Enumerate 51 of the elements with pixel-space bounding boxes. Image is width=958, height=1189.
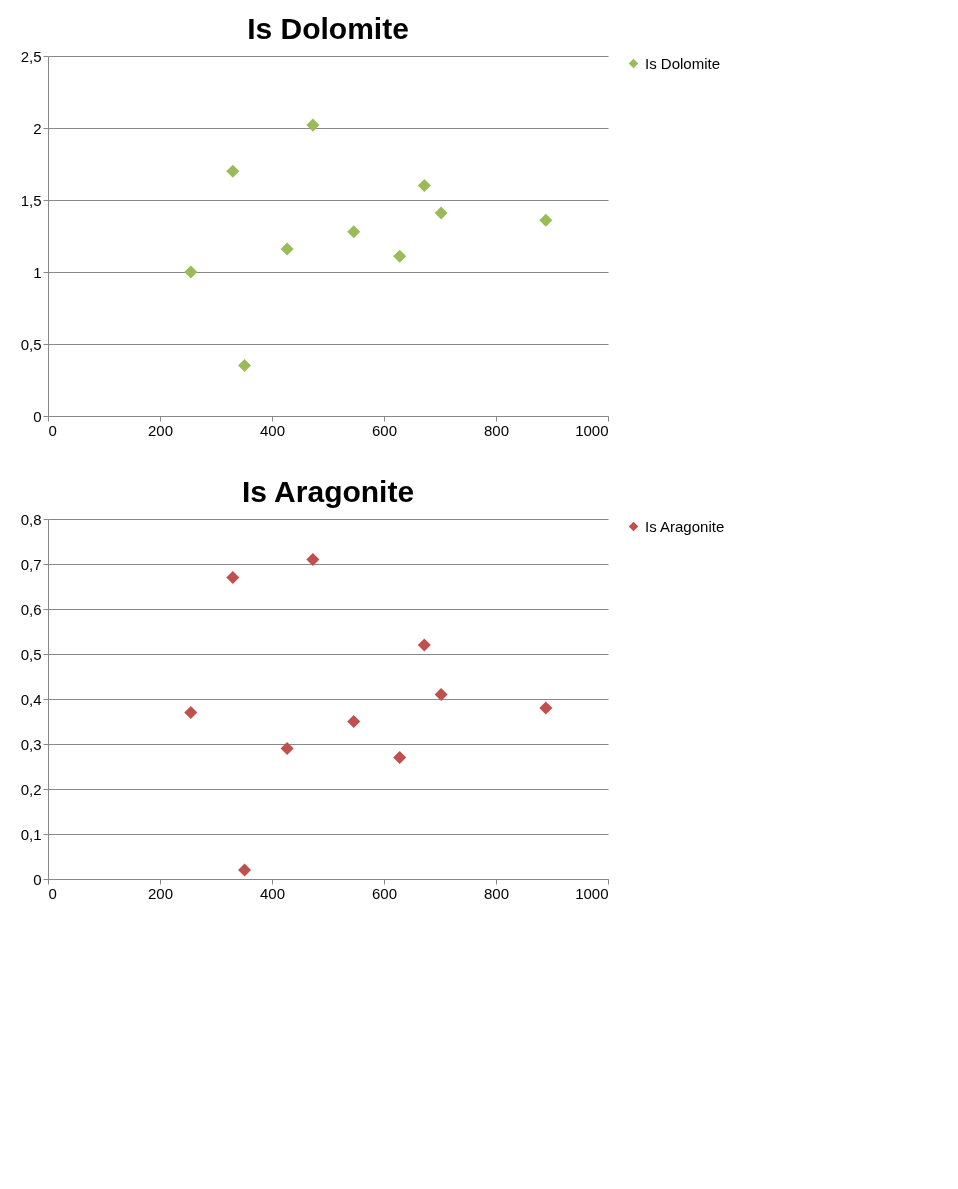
point — [417, 179, 431, 193]
point — [393, 249, 407, 263]
point — [417, 638, 431, 652]
point — [238, 359, 252, 373]
point — [347, 714, 361, 729]
x-tick-label: 200 — [147, 884, 174, 902]
point — [539, 701, 553, 715]
point — [434, 687, 448, 702]
y-tick-label: 0 — [33, 407, 42, 425]
y-tick-label: 0,3 — [20, 735, 42, 753]
y-tick-label: 0 — [33, 870, 42, 888]
point — [238, 863, 252, 877]
point — [184, 705, 198, 720]
point — [280, 741, 294, 756]
y-tick-label: 1 — [33, 263, 42, 281]
point — [347, 225, 361, 239]
x-tick-label: 600 — [371, 421, 398, 439]
point — [306, 118, 320, 132]
y-tick-label: 2 — [33, 119, 42, 137]
x-tick-label: 1000 — [575, 884, 609, 902]
point — [226, 164, 240, 178]
y-tick-label: 2,5 — [20, 47, 42, 65]
y-tick-label: 0,8 — [20, 510, 42, 528]
y-tick-label: 0,7 — [20, 555, 42, 573]
x-tick-label: 1000 — [575, 421, 609, 439]
point — [280, 242, 294, 256]
point — [434, 206, 448, 220]
y-tick-label: 0,6 — [20, 600, 42, 618]
x-tick-label: 400 — [259, 421, 286, 439]
y-tick-label: 0,5 — [20, 645, 42, 663]
point — [184, 265, 198, 279]
x-tick-label: 400 — [259, 884, 286, 902]
point — [393, 750, 407, 765]
y-tick-label: 1,5 — [20, 191, 42, 209]
point — [539, 213, 553, 227]
chart-title: Is Aragonite — [241, 475, 415, 508]
legend-label: Is Dolomite — [645, 54, 721, 72]
x-tick-label: 0 — [48, 884, 57, 902]
x-tick-label: 600 — [371, 884, 398, 902]
y-tick-label: 0,4 — [20, 690, 42, 708]
legend-label: Is Aragonite — [645, 517, 725, 535]
point — [306, 552, 320, 567]
point — [226, 570, 240, 585]
chart-title: Is Dolomite — [247, 12, 409, 45]
x-tick-label: 200 — [147, 421, 174, 439]
y-tick-label: 0,5 — [20, 335, 42, 353]
x-tick-label: 0 — [48, 421, 57, 439]
x-tick-label: 800 — [483, 884, 510, 902]
y-tick-label: 0,2 — [20, 780, 42, 798]
y-tick-label: 0,1 — [20, 825, 42, 843]
x-tick-label: 800 — [483, 421, 510, 439]
